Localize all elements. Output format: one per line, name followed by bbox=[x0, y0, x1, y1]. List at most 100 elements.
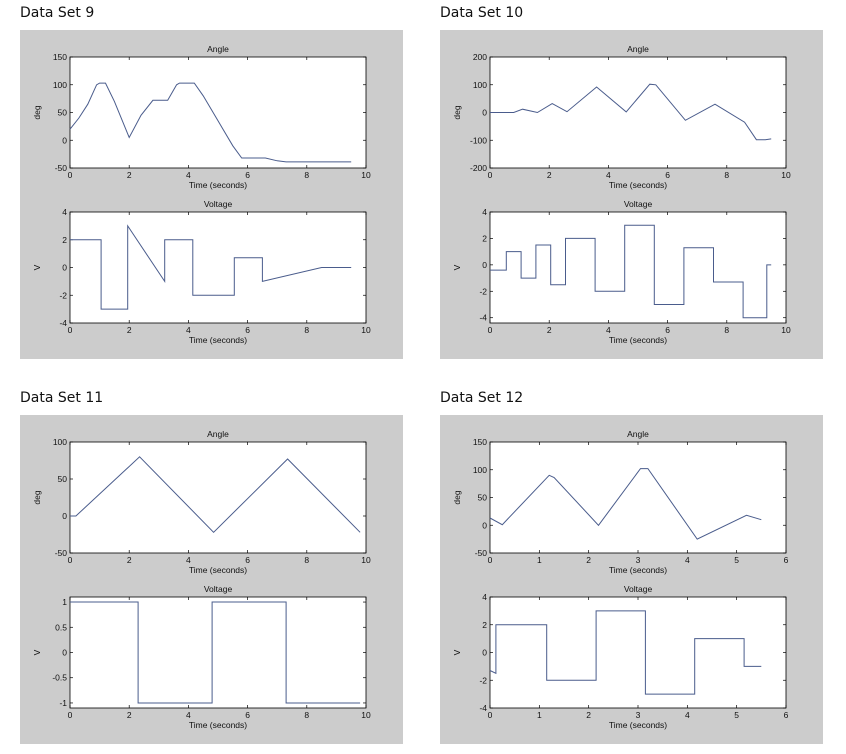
axes-box bbox=[489, 56, 787, 169]
set-title-12: Data Set 12 bbox=[440, 390, 524, 406]
angle-axes: 0 2 4 6 8 10 -200 -100 0 100 200 Angle Time (seconds… bbox=[452, 44, 791, 190]
voltage-axes: 0 1 2 3 4 5 6 -4 -2 0 2 4 Voltage Time (seconds) V bbox=[452, 584, 789, 730]
y-tick-label: 0 bbox=[482, 520, 487, 530]
axes-title: Voltage bbox=[204, 584, 233, 594]
y-tick-label: -0.5 bbox=[52, 673, 67, 683]
x-axis-label: Time (seconds) bbox=[609, 720, 667, 730]
y-tick-label: 4 bbox=[482, 207, 487, 217]
x-axis-label: Time (seconds) bbox=[189, 565, 247, 575]
y-tick-label: -200 bbox=[470, 163, 487, 173]
axes-box bbox=[489, 441, 787, 554]
axes-title: Voltage bbox=[624, 584, 653, 594]
axes-box bbox=[69, 596, 367, 709]
x-tick-label: 2 bbox=[127, 325, 132, 335]
x-tick-label: 6 bbox=[245, 170, 250, 180]
voltage-series-line bbox=[70, 224, 352, 310]
x-tick-label: 8 bbox=[304, 555, 309, 565]
y-tick-label: 0 bbox=[62, 263, 67, 273]
y-tick-label: 50 bbox=[58, 108, 68, 118]
y-axis-label: deg bbox=[32, 490, 42, 504]
y-tick-label: -2 bbox=[59, 290, 67, 300]
y-tick-label: -1 bbox=[59, 698, 67, 708]
x-tick-label: 4 bbox=[685, 555, 690, 565]
y-tick-label: 100 bbox=[53, 80, 67, 90]
x-tick-label: 1 bbox=[537, 710, 542, 720]
x-tick-label: 4 bbox=[606, 170, 611, 180]
x-tick-label: 3 bbox=[636, 710, 641, 720]
x-tick-label: 2 bbox=[547, 325, 552, 335]
y-axis-label: V bbox=[32, 649, 42, 655]
y-tick-label: 100 bbox=[53, 437, 67, 447]
y-axis-label: deg bbox=[452, 490, 462, 504]
voltage-series-line bbox=[489, 610, 762, 695]
x-tick-label: 8 bbox=[304, 325, 309, 335]
x-tick-label: 8 bbox=[724, 325, 729, 335]
x-tick-label: 2 bbox=[127, 710, 132, 720]
axes-title: Voltage bbox=[624, 199, 653, 209]
x-tick-label: 3 bbox=[636, 555, 641, 565]
x-tick-label: 2 bbox=[586, 710, 591, 720]
x-tick-label: 4 bbox=[186, 555, 191, 565]
axes-box bbox=[489, 596, 787, 709]
y-axis-label: V bbox=[452, 264, 462, 270]
axes-title: Angle bbox=[627, 44, 649, 54]
axes-title: Angle bbox=[627, 429, 649, 439]
y-tick-label: 2 bbox=[482, 233, 487, 243]
y-tick-label: 100 bbox=[473, 80, 487, 90]
y-tick-label: 2 bbox=[482, 620, 487, 630]
y-tick-label: -100 bbox=[470, 135, 487, 145]
x-tick-label: 1 bbox=[537, 555, 542, 565]
x-tick-label: 5 bbox=[734, 555, 739, 565]
x-tick-label: 4 bbox=[186, 325, 191, 335]
axes-box bbox=[69, 441, 367, 554]
voltage-axes: 0 2 4 6 8 10 -4 -2 0 2 4 Voltage Time (seconds) V bbox=[452, 199, 791, 345]
y-axis-label: deg bbox=[452, 105, 462, 119]
y-tick-label: 0 bbox=[482, 260, 487, 270]
y-tick-label: 0 bbox=[482, 648, 487, 658]
x-tick-label: 6 bbox=[784, 555, 789, 565]
voltage-series-line bbox=[490, 224, 772, 319]
y-tick-label: -50 bbox=[55, 548, 68, 558]
x-tick-label: 6 bbox=[665, 325, 670, 335]
y-tick-label: 100 bbox=[473, 465, 487, 475]
y-axis-label: deg bbox=[32, 105, 42, 119]
x-tick-label: 10 bbox=[361, 325, 371, 335]
y-tick-label: 50 bbox=[478, 493, 488, 503]
x-tick-label: 10 bbox=[361, 710, 371, 720]
x-tick-label: 0 bbox=[68, 170, 73, 180]
x-tick-label: 0 bbox=[68, 555, 73, 565]
y-tick-label: 4 bbox=[482, 592, 487, 602]
axes-title: Angle bbox=[207, 429, 229, 439]
x-tick-label: 0 bbox=[488, 710, 493, 720]
y-tick-label: 0 bbox=[62, 511, 67, 521]
axes-title: Angle bbox=[207, 44, 229, 54]
y-tick-label: 0.5 bbox=[55, 622, 67, 632]
axes-title: Voltage bbox=[204, 199, 233, 209]
x-tick-label: 2 bbox=[127, 170, 132, 180]
x-tick-label: 4 bbox=[685, 710, 690, 720]
x-axis-label: Time (seconds) bbox=[609, 335, 667, 345]
y-tick-label: 150 bbox=[473, 437, 487, 447]
x-tick-label: 2 bbox=[127, 555, 132, 565]
y-tick-label: 50 bbox=[58, 474, 68, 484]
y-tick-label: -50 bbox=[475, 548, 488, 558]
x-tick-label: 5 bbox=[734, 710, 739, 720]
x-axis-label: Time (seconds) bbox=[609, 565, 667, 575]
x-axis-label: Time (seconds) bbox=[189, 335, 247, 345]
x-tick-label: 8 bbox=[724, 170, 729, 180]
set-title-9: Data Set 9 bbox=[20, 5, 95, 21]
axes-box bbox=[489, 211, 787, 324]
x-tick-label: 0 bbox=[68, 325, 73, 335]
y-tick-label: 200 bbox=[473, 52, 487, 62]
x-tick-label: 10 bbox=[781, 170, 791, 180]
y-tick-label: -50 bbox=[55, 163, 68, 173]
x-tick-label: 0 bbox=[68, 710, 73, 720]
x-tick-label: 6 bbox=[245, 555, 250, 565]
x-tick-label: 0 bbox=[488, 325, 493, 335]
x-axis-label: Time (seconds) bbox=[609, 180, 667, 190]
x-tick-label: 10 bbox=[361, 170, 371, 180]
axes-box bbox=[69, 56, 367, 169]
y-tick-label: -4 bbox=[479, 313, 487, 323]
